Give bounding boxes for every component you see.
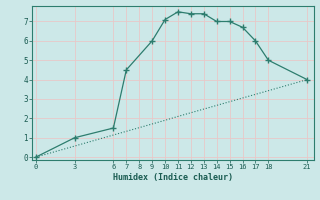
X-axis label: Humidex (Indice chaleur): Humidex (Indice chaleur) (113, 173, 233, 182)
